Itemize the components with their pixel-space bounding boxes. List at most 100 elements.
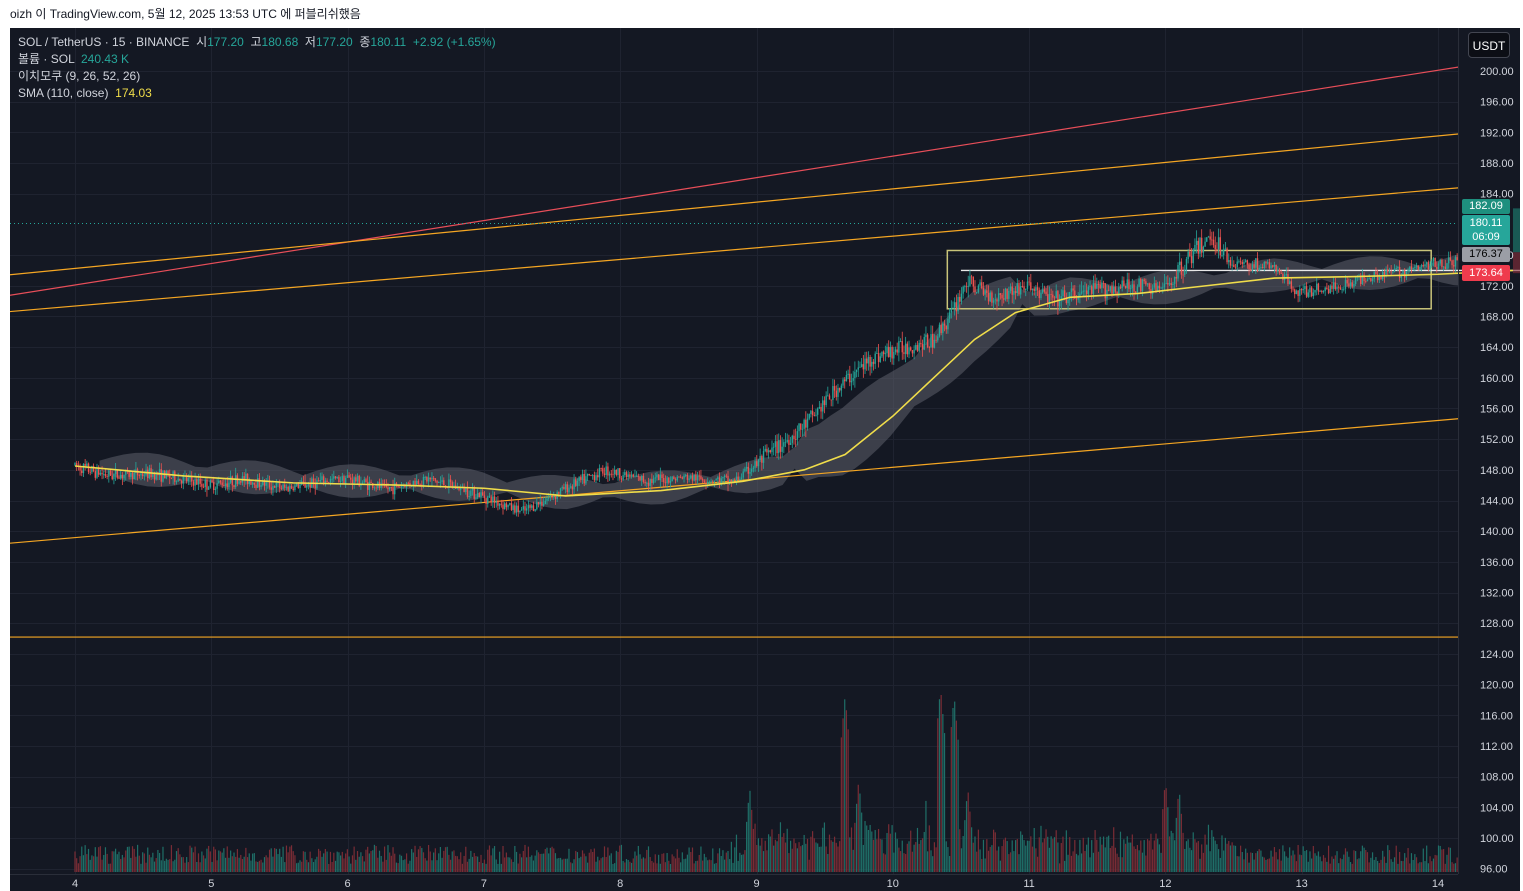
candle-body (316, 480, 318, 489)
volume-bar (1133, 846, 1135, 872)
candle-body (1229, 260, 1232, 266)
candle-body (1407, 269, 1409, 272)
currency-button[interactable]: USDT (1468, 32, 1510, 58)
candle-body (143, 475, 146, 477)
volume-bar (554, 853, 557, 872)
candle-body (984, 290, 986, 295)
candle-body (152, 473, 154, 478)
candle-body (1070, 288, 1073, 293)
legend-symbol[interactable]: SOL / TetherUS · 15 · BINANCE (18, 35, 190, 49)
candle-body (816, 408, 819, 415)
volume-bar (1383, 856, 1385, 872)
volume-bar (394, 853, 396, 872)
candle-body (1003, 298, 1005, 300)
candle-body (1126, 279, 1128, 289)
candle-body (1354, 277, 1357, 284)
volume-bar (1047, 836, 1049, 872)
volume-bar (446, 846, 448, 872)
candle-body (1084, 290, 1086, 292)
candle-body (871, 361, 873, 367)
volume-bar (644, 858, 646, 872)
price-chart[interactable]: 200.00196.00192.00188.00184.00176.00172.… (10, 28, 1520, 891)
candle-body (854, 372, 856, 379)
range-box (946, 249, 1432, 310)
chart-panel[interactable]: 200.00196.00192.00188.00184.00176.00172.… (10, 28, 1520, 891)
volume-bar (597, 856, 599, 872)
candle-body (542, 504, 545, 506)
volume-bar (1113, 827, 1115, 872)
candle-body (1420, 265, 1423, 267)
candle-body (844, 379, 846, 382)
candle-body (344, 477, 347, 484)
candle-body (1133, 284, 1135, 292)
volume-bar (483, 859, 485, 872)
legend-volume-row[interactable]: 볼륨 · SOL 240.43 K (18, 51, 496, 68)
volume-bar (896, 838, 898, 872)
candle-body (1028, 281, 1030, 283)
volume-bar (1023, 840, 1025, 872)
volume-bar (1202, 852, 1204, 872)
volume-bar (1470, 846, 1471, 872)
volume-bar (871, 831, 873, 872)
candle-body (1047, 294, 1049, 303)
volume-bar (593, 848, 595, 872)
volume-bar (1111, 845, 1113, 872)
volume-bar (666, 853, 668, 872)
volume-bar (1187, 839, 1189, 872)
volume-bar (1008, 854, 1010, 872)
candle-body (520, 509, 523, 511)
candle-body (194, 479, 196, 486)
candle-body (1124, 285, 1127, 289)
volume-bar (439, 846, 442, 872)
volume-bar (564, 858, 567, 872)
candle-body (627, 474, 629, 478)
candle-body (1131, 284, 1134, 289)
candle-body (292, 488, 294, 491)
volume-bar (559, 857, 562, 872)
volume-bar (1145, 855, 1147, 872)
candle-body (231, 476, 234, 486)
volume-bar (407, 863, 409, 872)
volume-bar (1126, 836, 1128, 872)
candle-body (859, 366, 861, 368)
legend-sma-row[interactable]: SMA (110, close) 174.03 (18, 85, 496, 102)
candle-body (333, 476, 335, 479)
candle-body (1436, 266, 1438, 270)
y-tick-label: 100.00 (1480, 833, 1514, 845)
candle-body (693, 474, 695, 481)
volume-bar (796, 848, 798, 872)
volume-bar (908, 841, 910, 872)
y-tick-label: 192.00 (1480, 127, 1514, 139)
candle-body (820, 406, 822, 412)
candle-body (762, 451, 765, 463)
candle-body (1030, 282, 1032, 291)
volume-bar (1361, 845, 1364, 872)
candle-body (1341, 289, 1343, 291)
candle-body (412, 480, 415, 486)
volume-bar (1341, 859, 1343, 872)
volume-bar (717, 853, 719, 872)
volume-bar (172, 861, 174, 872)
candle-body (1444, 266, 1446, 270)
candle-body (1410, 266, 1413, 270)
candle-body (1157, 285, 1159, 291)
volume-bar (167, 859, 169, 872)
volume-bar (192, 852, 195, 872)
volume-bar (226, 846, 228, 872)
candle-body (138, 475, 140, 477)
volume-bar (1370, 857, 1372, 872)
volume-bar (563, 858, 565, 872)
legend-ichimoku-row[interactable]: 이치모쿠 (9, 26, 52, 26) (18, 68, 496, 85)
candle-body (904, 343, 907, 354)
volume-bar (627, 859, 629, 872)
candle-body (1141, 279, 1144, 292)
volume-bar (600, 858, 602, 872)
volume-bar (431, 860, 433, 872)
volume-bar (363, 861, 365, 872)
candle-body (728, 479, 731, 484)
candle-body (162, 470, 164, 482)
candle-body (1393, 269, 1396, 272)
volume-bar (1052, 838, 1054, 872)
candle-body (947, 318, 949, 330)
legend-ohlc-row: SOL / TetherUS · 15 · BINANCE 시177.20 고1… (18, 34, 496, 51)
